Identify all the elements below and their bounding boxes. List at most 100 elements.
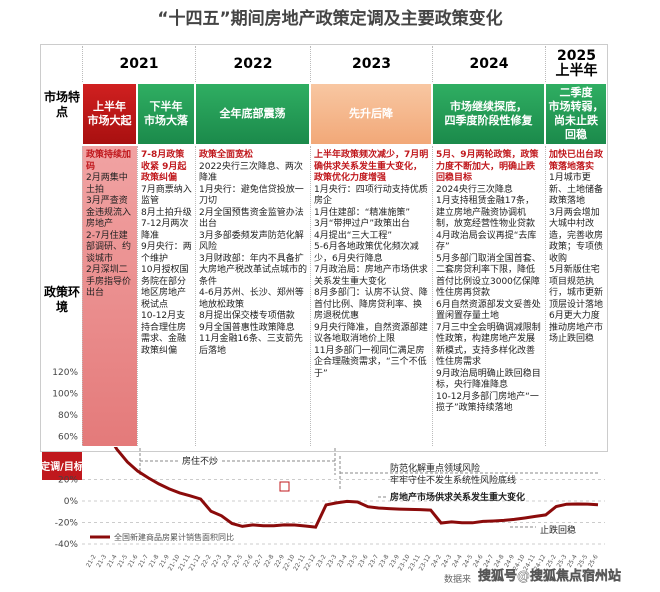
- market-text: 二季度: [559, 86, 593, 99]
- market-text: 上半年: [93, 100, 126, 113]
- market-cell: 全年底部震荡: [196, 84, 309, 144]
- policy-item: 2月两集中土拍: [86, 173, 128, 195]
- annotation: 房地产市场供求关系发生重大变化: [390, 491, 525, 503]
- policy-item: 7-12月两次降准: [141, 219, 189, 241]
- policy-item: 9月政治局明确止跌回稳目标，央行降准降息: [436, 368, 541, 391]
- y-tick-label: 100%: [52, 390, 78, 400]
- y-tick-label: -40%: [55, 540, 79, 550]
- policy-item: 10-12月支持合理住房需求、金融政策纠偏: [141, 311, 187, 356]
- y-tick-label: 0%: [64, 497, 79, 507]
- annotation: 房住不炒: [182, 455, 218, 467]
- y-tick-label: 60%: [58, 433, 78, 443]
- table-frame: [40, 44, 608, 452]
- year-header: 2024: [432, 46, 545, 82]
- year-header: 2021: [82, 46, 195, 82]
- legend-label: 全国新建商品房累计销售面积同比: [114, 532, 234, 542]
- y-tick-label: -20%: [55, 519, 79, 529]
- policy-head: 上半年政策频次减少，7月明确供求关系发生重大变化，政策优化力度增强: [314, 150, 429, 183]
- market-text: 全年底部震荡: [219, 107, 286, 120]
- year-header: 2025 上半年: [545, 46, 607, 82]
- policy-item: 4-6月苏州、长沙、郑州等地放松政策: [199, 288, 304, 310]
- row-label: 市场特点: [43, 90, 80, 119]
- year-label: 上半年: [555, 63, 598, 79]
- policy-item: 5-6月各地政策优化频次减少，6月央行降息: [314, 242, 419, 264]
- source: 数据来: [444, 573, 471, 585]
- policy-item: 6月更大力度推动房地产市场止跌回稳: [549, 311, 604, 344]
- market-text: 市场大起: [87, 114, 132, 127]
- x-tick-label: 25-6: [587, 553, 600, 568]
- market-cell: 二季度 市场转弱， 尚未止跌 回稳: [546, 84, 606, 144]
- market-text: 市场继续探底，: [450, 100, 527, 113]
- policy-item: 4月政治局会议再提“去库存”: [436, 230, 537, 253]
- policy-item: 9月央行：两个维护: [141, 242, 192, 264]
- policy-item: 2022央行三次降息、两次降准: [199, 161, 303, 184]
- market-text: 市场大落: [144, 114, 188, 127]
- policy-item: 1月支持租赁金融17条，建立房地产融资协调机制，放宽经营性物业贷款: [436, 196, 536, 229]
- side-label-box: [42, 452, 82, 480]
- y-tick-label: 80%: [58, 411, 78, 421]
- policy-item: 2月全国预售资金监管办法出台: [199, 207, 304, 230]
- y-tick-label: 120%: [52, 368, 78, 378]
- title: “十四五”期间房地产政策定调及主要政策变化: [157, 9, 503, 29]
- policy-item: 1月央行：四项行动支持优质房企: [314, 184, 428, 207]
- policy-head: 政策全面宽松: [199, 150, 254, 160]
- year-label: 2024: [469, 55, 509, 72]
- policy-item: 2月深圳二手房指导价出台: [86, 265, 132, 298]
- policy-item: 4月提出“三大工程”: [314, 230, 393, 241]
- year-label: 2023: [352, 55, 391, 72]
- watermark: 搜狐号@搜狐焦点宿州站: [478, 568, 621, 584]
- market-text: 尚未止跌: [554, 114, 598, 127]
- policy-item: 11月多部门一视同仁满足房企合理融资需求，“三个不低于”: [314, 345, 427, 379]
- policy-cell: 7-8月政策收紧 9月起政策纠偏 7月商票纳入监管 8月土拍升级 7-12月两次降准 9…: [137, 146, 195, 446]
- market-cell: 上半年 市场大起: [83, 84, 136, 144]
- policy-cell: 政策全面宽松 2022央行三次降息、两次降准 1月央行：避免信贷投放一刀切 2月全国预…: [195, 146, 310, 446]
- annotation-box: [279, 481, 290, 492]
- market-cell: 市场继续探底， 四季度阶段性修复: [433, 84, 544, 144]
- policy-cell: 上半年政策频次减少，7月明确供求关系发生重大变化，政策优化力度增强 1月央行：四项…: [310, 146, 432, 446]
- policy-item: 8月提出保交楼专项借款: [199, 311, 295, 321]
- policy-item: 6月自然资源部发文妥善处置闲置存量土地: [436, 299, 541, 322]
- year-label: 2021: [119, 55, 159, 72]
- market-cell: 先升后降: [311, 84, 431, 144]
- market-text: 市场转弱，: [548, 100, 604, 113]
- policy-cell: 政策持续加码 2月两集中土拍 3月严查资金违规流入房地产 2-7月住建部调研、约谈城市…: [82, 146, 137, 446]
- policy-item: 5月多部门取消全国首套、二套房贷利率下限，降低首付比例设立3000亿保障性住房再…: [436, 253, 541, 299]
- policy-item: 10-12月多部门房地产“一揽子”政策持续落地: [436, 391, 539, 414]
- annotation: 止跌回稳: [540, 524, 576, 536]
- market-text: 回稳: [565, 128, 587, 141]
- policy-item: 2-7月住建部调研、约谈城市: [86, 230, 132, 264]
- policy-item: 7月商票纳入监管: [141, 184, 192, 207]
- policy-item: 3月财政部：年内不具备扩大房地产税改革试点城市的条件: [199, 253, 308, 287]
- annotation: 牢牢守住不发生系统性风险底线: [390, 474, 516, 486]
- policy-item: 1月央行：避免信贷投放一刀切: [199, 184, 304, 207]
- policy-item: 3月“带押过户”政策出台: [314, 219, 411, 229]
- policy-head: 加快已出台政策落地落实: [549, 150, 604, 172]
- policy-cell: 5月、9月两轮政策，政策力度不断加大，明确止跌回稳目标 2024央行三次降息 1月支…: [432, 146, 545, 446]
- line: [113, 447, 599, 529]
- policy-item: 10月授权国务院在部分地区房地产税试点: [141, 265, 189, 310]
- year-label: 2022: [233, 55, 273, 72]
- market-text: 四季度阶段性修复: [444, 114, 533, 127]
- y-tick-label: 20%: [58, 476, 78, 486]
- policy-head: 5月、9月两轮政策，政策力度不断加大，明确止跌回稳目标: [436, 150, 539, 183]
- year-header: 2023: [310, 46, 432, 82]
- policy-head: 7-8月政策收紧 9月起政策纠偏: [141, 150, 187, 183]
- policy-item: 8月土拍升级: [141, 207, 192, 218]
- policy-item: 3月多部委频发声防范化解风险: [199, 230, 304, 253]
- annotation: 防范化解重点领域风险: [390, 462, 480, 474]
- market-cell: 下半年 市场大落: [138, 84, 194, 144]
- year-label: 2025: [557, 48, 596, 64]
- row-label: 政策环境: [43, 285, 80, 314]
- policy-item: 8月多部门：认房不认贷、降首付比例、降房贷利率、换房退税优惠: [314, 288, 428, 321]
- policy-head: 政策持续加码: [86, 150, 132, 172]
- policy-item: 3月两会增加大城中村改造，完善收房政策；专项债收购: [549, 207, 604, 264]
- market-text: 先升后降: [349, 107, 393, 120]
- policy-item: 11月金融16条、三支箭先后落地: [199, 334, 303, 356]
- policy-item: 7月三中全会明确调减限制性政策，构建房地产发展新模式，支持多样化改善性住房需求: [436, 322, 541, 368]
- policy-item: 2024央行三次降息: [436, 184, 513, 195]
- side-label: 定调/目标: [40, 460, 84, 473]
- market-text: 下半年: [149, 100, 183, 113]
- policy-item: 9月全国普惠性政策降息: [199, 322, 295, 333]
